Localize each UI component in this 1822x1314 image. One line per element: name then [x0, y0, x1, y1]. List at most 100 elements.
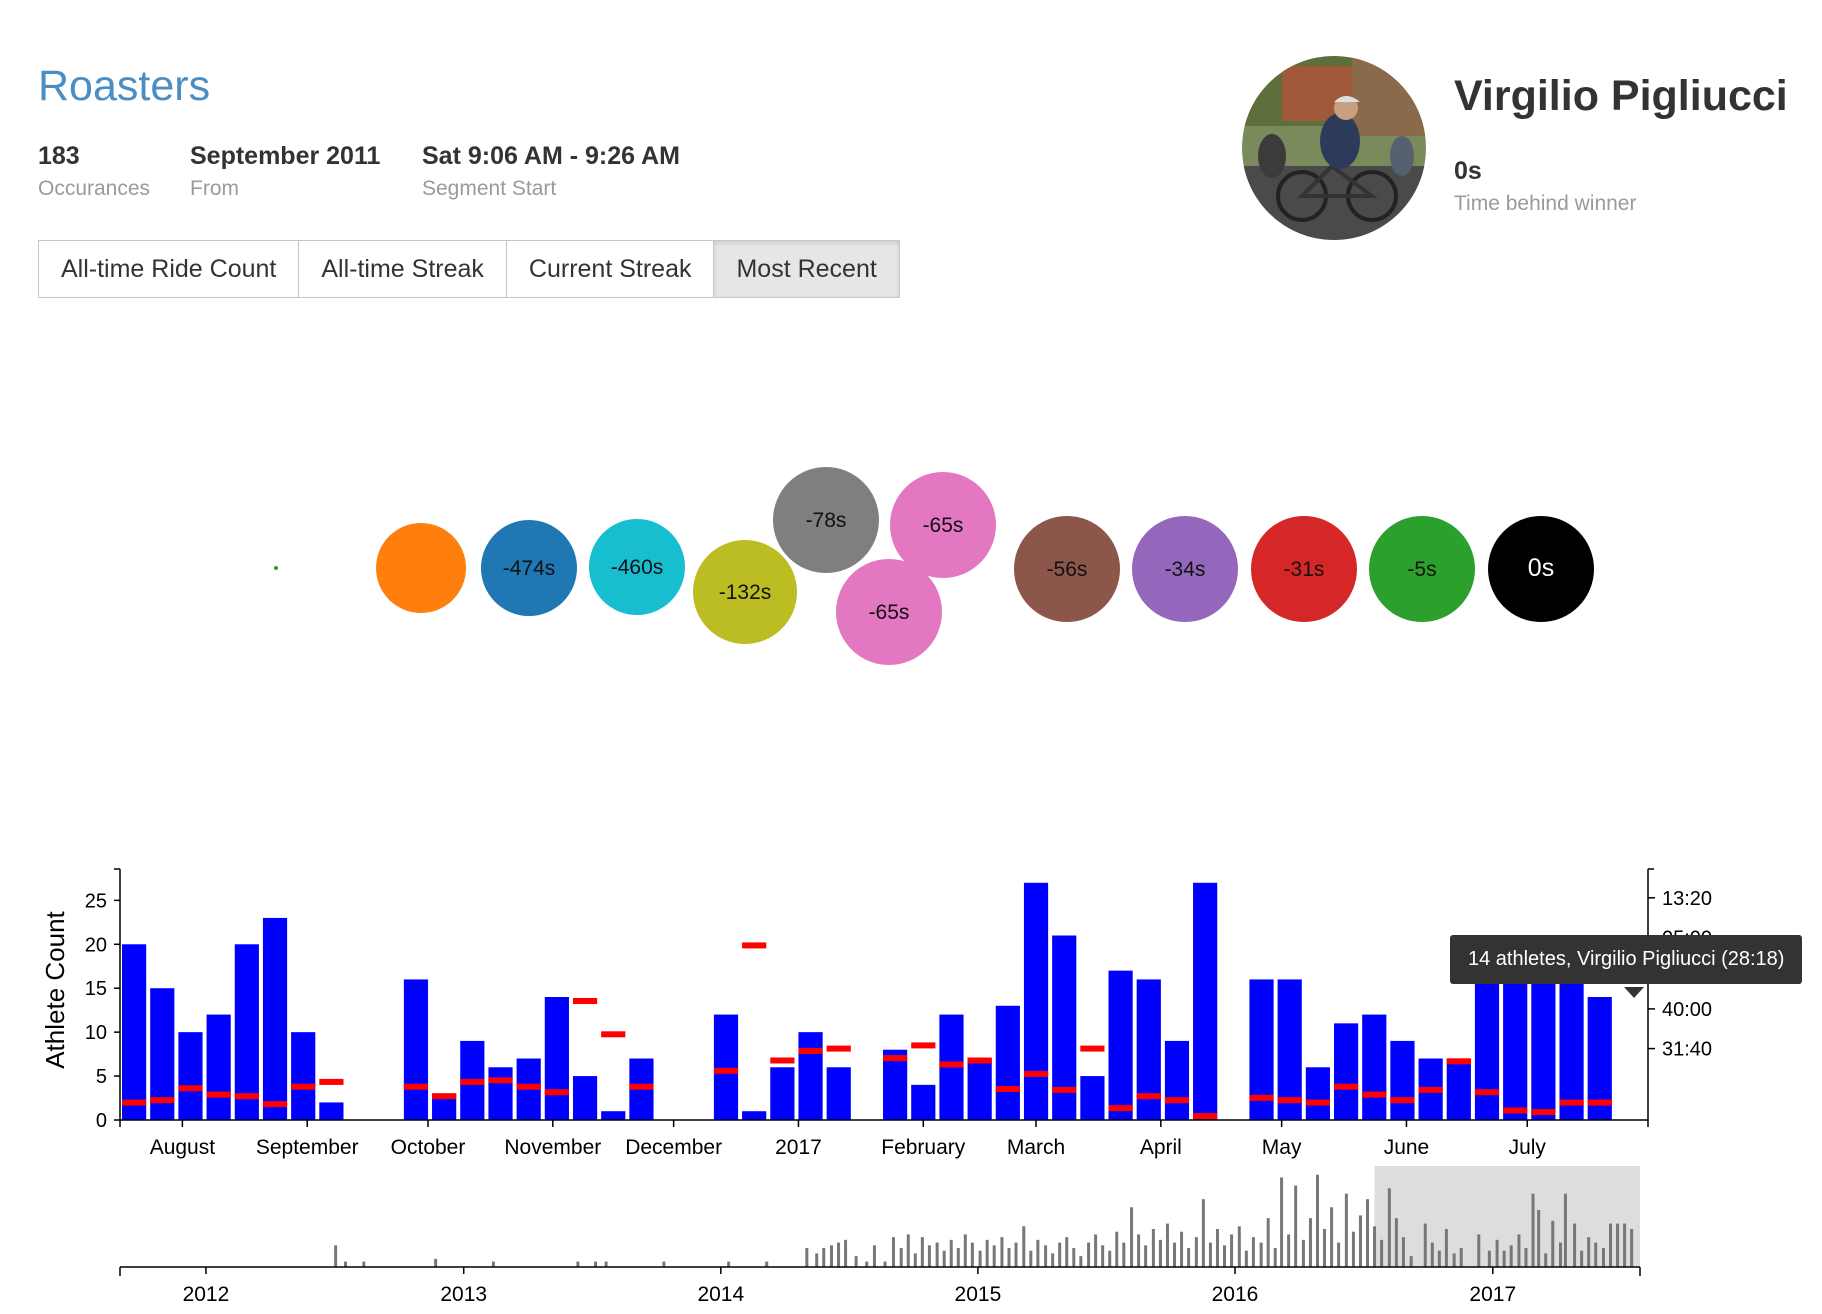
time-marker: [206, 1091, 231, 1098]
overview-bar: [1380, 1239, 1384, 1267]
tab-current-streak[interactable]: Current Streak: [505, 241, 714, 297]
bubble-label: -5s: [1407, 558, 1436, 581]
overview-bar: [1366, 1199, 1370, 1267]
overview-bar: [1351, 1231, 1355, 1267]
overview-bar: [1558, 1242, 1562, 1267]
overview-bar: [805, 1248, 809, 1267]
time-marker: [1531, 1109, 1556, 1116]
avatar-photo: [1242, 56, 1426, 240]
overview-bar: [920, 1237, 924, 1267]
athlete-bubble: -78s: [773, 467, 879, 573]
time-marker: [488, 1077, 513, 1084]
athlete-bubble: 0s: [1488, 516, 1594, 622]
x-tick-label: April: [1140, 1136, 1182, 1159]
time-marker: [319, 1078, 344, 1085]
overview-bar: [1409, 1256, 1413, 1267]
overview-bar: [1531, 1193, 1535, 1267]
overview-bar: [1158, 1239, 1162, 1267]
overview-bar: [491, 1261, 495, 1267]
time-marker: [1193, 1113, 1218, 1120]
brush-plot: [334, 1166, 1640, 1267]
overview-bar: [1287, 1234, 1291, 1267]
time-marker: [601, 1031, 626, 1038]
overview-bar: [1344, 1193, 1348, 1267]
overview-bar: [334, 1245, 338, 1267]
time-marker: [178, 1085, 203, 1092]
overview-bar: [1280, 1177, 1284, 1267]
time-marker: [572, 997, 598, 1004]
overview-bar: [872, 1245, 876, 1267]
time-marker: [122, 1099, 147, 1106]
count-bar: [1333, 1023, 1359, 1120]
time-marker: [1333, 1083, 1359, 1090]
overview-bar: [1524, 1248, 1528, 1267]
overview-bar: [1144, 1245, 1148, 1267]
brush-x-tick-label: 2012: [183, 1283, 230, 1306]
overview-bar: [844, 1239, 848, 1267]
overview-bar: [815, 1253, 819, 1267]
brush-selection: [1374, 1166, 1640, 1267]
x-tick-label: June: [1384, 1136, 1430, 1159]
overview-bar: [949, 1239, 953, 1267]
brush-x-tick-label: 2015: [955, 1283, 1002, 1306]
bubble-label: -31s: [1284, 558, 1325, 581]
count-bar: [178, 1032, 203, 1120]
overview-bar: [891, 1237, 895, 1267]
brush-x-tick-label: 2016: [1212, 1283, 1259, 1306]
overview-bar: [1058, 1242, 1062, 1267]
time-marker: [432, 1093, 457, 1100]
time-marker: [742, 942, 767, 949]
time-marker: [1305, 1099, 1330, 1106]
overview-bar: [1165, 1223, 1169, 1267]
y-tick-label: 0: [96, 1110, 107, 1132]
athlete-bubble: -132s: [693, 540, 797, 644]
overview-bar: [765, 1261, 769, 1267]
time-marker: [798, 1047, 823, 1054]
time-marker: [967, 1057, 992, 1064]
bubble-circle: [1488, 516, 1594, 622]
bar-tooltip: 14 athletes, Virgilio Pigliucci (28:18): [1450, 935, 1803, 984]
x-tick-label: November: [504, 1136, 601, 1159]
count-bar: [488, 1067, 513, 1120]
overview-bar: [883, 1261, 887, 1267]
overview-bar: [1330, 1207, 1334, 1267]
overview-bar: [1065, 1237, 1069, 1267]
overview-bar: [1301, 1239, 1305, 1267]
x-tick-label: December: [625, 1136, 722, 1159]
stat-value: September 2011: [190, 142, 381, 170]
x-tick-label: May: [1262, 1136, 1302, 1159]
tab-all-time-streak[interactable]: All-time Streak: [298, 241, 506, 297]
time-marker: [1474, 1089, 1500, 1096]
overview-bar: [594, 1261, 598, 1267]
time-marker: [1080, 1045, 1105, 1052]
time-behind-value: 0s: [1454, 157, 1482, 185]
count-bar: [403, 979, 429, 1120]
bubble-circle: [274, 566, 278, 570]
tab-all-time-ride-count[interactable]: All-time Ride Count: [39, 241, 299, 297]
overview-bar: [899, 1248, 903, 1267]
count-bar: [601, 1111, 626, 1120]
count-bar: [883, 1049, 908, 1120]
overview-bar: [1215, 1229, 1219, 1267]
y2-tick-label: 40:00: [1662, 999, 1712, 1021]
count-bar: [967, 1058, 992, 1120]
overview-bar: [1079, 1256, 1083, 1267]
overview-bar: [1137, 1234, 1141, 1267]
count-bar: [262, 917, 288, 1120]
bubble-circle: [836, 559, 942, 665]
count-bar: [1080, 1076, 1105, 1120]
overview-bar: [1230, 1234, 1234, 1267]
time-marker: [1108, 1105, 1133, 1112]
overview-bar: [1051, 1253, 1055, 1267]
time-marker: [911, 1042, 936, 1049]
athlete-bubble: -65s: [836, 559, 942, 665]
overview-bar: [1323, 1229, 1327, 1267]
overview-bar: [865, 1261, 869, 1267]
tab-most-recent[interactable]: Most Recent: [713, 241, 899, 297]
time-marker: [1418, 1086, 1443, 1093]
bubble-label: -65s: [923, 514, 964, 537]
bubble-circle: [589, 519, 685, 615]
time-marker: [939, 1061, 964, 1068]
y-axis-title: Athlete Count: [40, 910, 70, 1068]
y-tick-label: 25: [85, 890, 107, 912]
